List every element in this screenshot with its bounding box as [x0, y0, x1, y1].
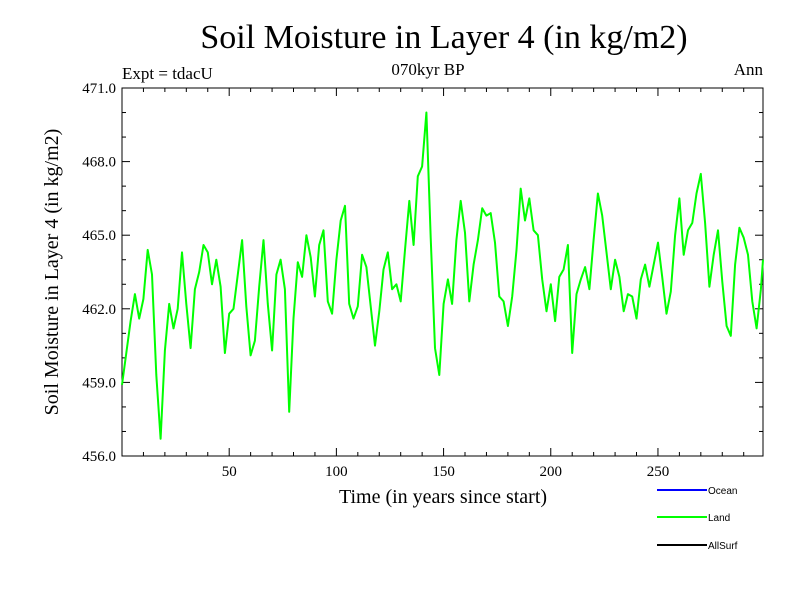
x-tick-label: 150: [432, 464, 455, 480]
y-tick-label: 468.0: [82, 155, 116, 171]
x-axis: 50 100 150 200 250: [142, 88, 745, 480]
x-tick-label: 200: [540, 464, 563, 480]
x-tick-label: 250: [647, 464, 670, 480]
x-tick-label: 50: [222, 464, 237, 480]
legend: Ocean Land AllSurf: [657, 486, 738, 552]
series-layer: [121, 111, 764, 440]
experiment-label: Expt = tdacU: [122, 64, 213, 83]
period-label: Ann: [734, 60, 764, 79]
x-tick-label: 100: [325, 464, 348, 480]
y-tick-label: 462.0: [82, 302, 116, 318]
chart-title: Soil Moisture in Layer 4 (in kg/m2): [200, 19, 687, 56]
y-tick-label: 456.0: [82, 449, 116, 465]
legend-label-ocean: Ocean: [708, 486, 737, 497]
y-tick-label: 471.0: [82, 81, 116, 97]
legend-label-allsurf: AllSurf: [708, 541, 738, 552]
x-axis-label: Time (in years since start): [339, 486, 547, 508]
y-axis: 456.0 459.0 462.0 465.0 468.0 471.0: [82, 81, 763, 465]
legend-label-land: Land: [708, 513, 730, 524]
y-axis-label: Soil Moisture in Layer 4 (in kg/m2): [41, 129, 63, 416]
chart-subtitle: 070kyr BP: [391, 60, 464, 79]
series-line-land: [121, 111, 764, 440]
y-tick-label: 465.0: [82, 228, 116, 244]
y-tick-label: 459.0: [82, 375, 116, 391]
